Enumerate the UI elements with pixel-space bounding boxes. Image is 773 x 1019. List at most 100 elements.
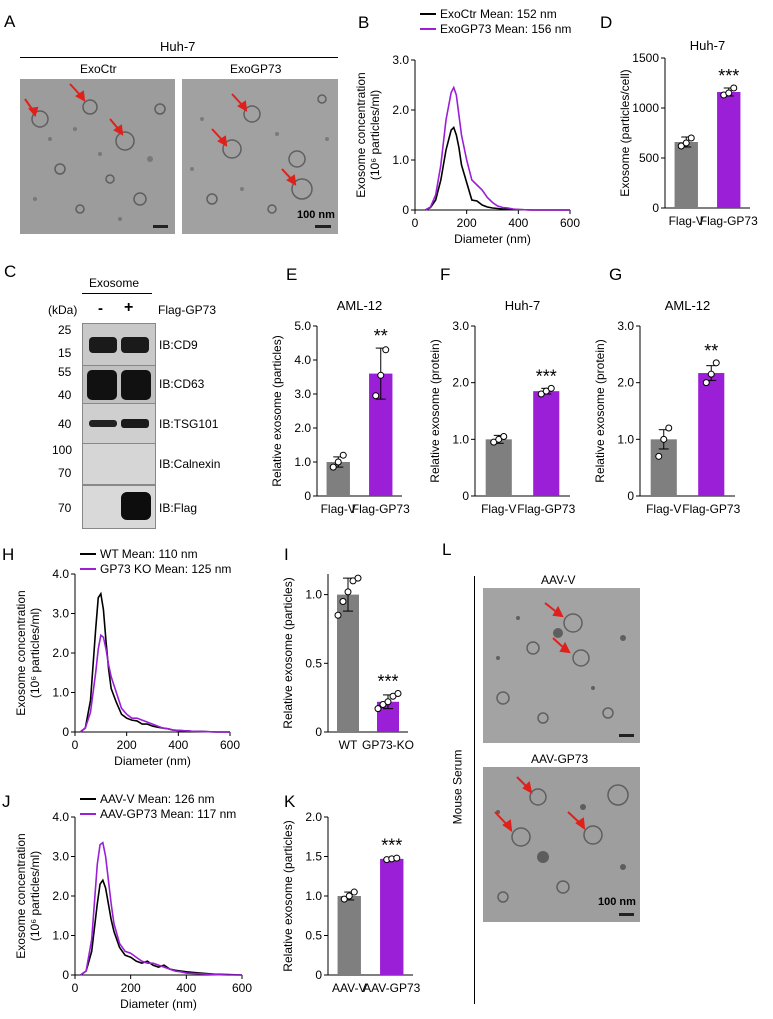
y-tick-label: 1.0	[52, 686, 69, 700]
y-tick-label: 1.0	[52, 929, 69, 943]
significance-label: **	[374, 326, 388, 346]
chart-title: AML-12	[337, 298, 383, 313]
x-tick-label: Flag-V	[646, 502, 681, 516]
panel-letter-l: L	[442, 540, 452, 559]
x-tick-label: GP73-KO	[362, 738, 414, 752]
blot-cd63	[82, 365, 156, 405]
data-point	[334, 611, 342, 619]
blot-header-line	[82, 293, 152, 294]
x-tick-label: 400	[176, 981, 196, 995]
series-line	[80, 878, 243, 976]
blot-label: IB:Calnexin	[159, 457, 221, 471]
bar	[380, 858, 404, 975]
tem-image-exoctr	[20, 79, 175, 234]
y-tick-label: 0	[315, 725, 322, 739]
bar	[717, 92, 741, 208]
bar	[485, 439, 512, 496]
marker: 15	[58, 346, 72, 360]
band	[121, 370, 151, 400]
y-axis-label: Exosome concentration	[354, 72, 368, 197]
significance-label: ***	[536, 366, 557, 386]
y-axis-label: Relative exosome (protein)	[430, 339, 442, 482]
chart-h: H 0 1.0 2.0 3.0 4.0 Exosome concentration (10⁶ …	[2, 545, 240, 768]
x-tick-label: 200	[121, 981, 141, 995]
bar	[377, 701, 399, 732]
blot-label: IB:Flag	[159, 501, 198, 515]
x-tick-label: 0	[72, 981, 79, 995]
y-tick-label: 1.5	[305, 850, 322, 864]
y-tick-label: 2.0	[294, 421, 311, 435]
y-tick-label: 3.0	[392, 53, 409, 67]
y-tick-label: 3.0	[617, 319, 634, 333]
significance-label: **	[704, 341, 718, 361]
chart-title: Huh-7	[690, 38, 725, 53]
tem-texture	[20, 79, 175, 234]
panel-letter: H	[2, 545, 14, 564]
x-tick-label: Flag-V	[321, 502, 356, 516]
legend-label: ExoGP73 Mean: 156 nm	[440, 22, 571, 36]
bar	[337, 896, 361, 975]
x-tick-label: 400	[508, 216, 528, 230]
y-tick-label: 0	[315, 968, 322, 982]
x-tick-label: 0	[72, 738, 79, 752]
data-point	[344, 588, 352, 596]
scale-bar-label-a: 100 nm	[297, 209, 335, 221]
chart-f: F 0 1.0 2.0 3.0 Relative exosome (protein) Huh…	[430, 265, 576, 516]
y-tick-label: 4.0	[52, 567, 69, 581]
panel-a-group-line	[20, 57, 338, 58]
y-tick-label: 2.0	[52, 646, 69, 660]
marker: 100	[52, 443, 73, 457]
bar	[369, 373, 393, 496]
x-tick-label: Flag-GP73	[700, 214, 758, 228]
y-tick-label: 1500	[632, 51, 659, 65]
bar	[698, 373, 725, 496]
panel-a-label-exogp73: ExoGP73	[230, 62, 282, 76]
y-axis-label: Relative exosome (particles)	[270, 335, 284, 486]
x-tick-label: Flag-GP73	[682, 502, 740, 516]
x-tick-label: Flag-V	[481, 502, 516, 516]
data-point	[682, 139, 690, 147]
y-tick-label: 4.0	[294, 353, 311, 367]
panel-letter: D	[600, 13, 612, 32]
scale-bar-label-l: 100 nm	[598, 896, 636, 908]
data-point	[354, 574, 362, 582]
y-axis-label: Relative exosome (particles)	[281, 820, 295, 971]
lane-minus: -	[98, 300, 103, 317]
panel-letter: E	[286, 265, 297, 284]
x-tick-label: AAV-V	[332, 981, 366, 995]
chart-title: AML-12	[665, 298, 711, 313]
y-axis-label: Exosome (particles/cell)	[618, 69, 632, 196]
panel-letter: I	[284, 545, 289, 564]
marker: 40	[58, 388, 72, 402]
y-tick-label: 2.0	[617, 376, 634, 390]
y-tick-label: 2.0	[305, 810, 322, 824]
y-axis-label: Relative exosome (particles)	[281, 577, 295, 728]
bar	[337, 594, 359, 732]
data-point	[382, 346, 390, 354]
data-point	[712, 359, 720, 367]
y-tick-label: 500	[639, 151, 659, 165]
panel-letter-c: C	[4, 262, 17, 281]
y-tick-label: 5.0	[294, 319, 311, 333]
tem-texture	[483, 588, 640, 743]
y-tick-label: 1.0	[305, 588, 322, 602]
panel-letter: G	[609, 265, 622, 284]
treatment-label: Flag-GP73	[158, 303, 217, 317]
blot-label: IB:TSG101	[159, 417, 219, 431]
data-point	[350, 888, 358, 896]
data-point	[547, 384, 555, 392]
y-tick-label: 3.0	[294, 387, 311, 401]
marker: 25	[58, 323, 72, 337]
y-tick-label: 0	[62, 968, 69, 982]
panel-a-label-exoctr: ExoCtr	[80, 62, 117, 76]
y-axis-label-units: (10⁶ particles/ml)	[28, 851, 42, 941]
x-axis-label: Diameter (nm)	[114, 754, 191, 768]
y-axis-label: Relative exosome (protein)	[595, 339, 607, 482]
y-tick-label: 0	[652, 201, 659, 215]
data-point	[707, 370, 715, 378]
tem-texture	[483, 767, 640, 922]
x-tick-label: Flag-GP73	[517, 502, 575, 516]
y-tick-label: 1000	[632, 101, 659, 115]
data-point	[340, 895, 348, 903]
